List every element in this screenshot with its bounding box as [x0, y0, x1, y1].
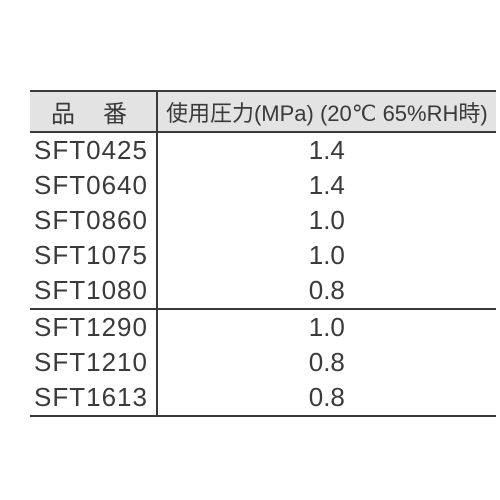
table-row: SFT0860 1.0 — [30, 203, 496, 238]
col-header-part: 品番 — [30, 91, 157, 132]
cell-part: SFT1075 — [30, 238, 157, 273]
table-row: SFT0640 1.4 — [30, 168, 496, 203]
table-row: SFT1080 0.8 — [30, 273, 496, 309]
cell-part: SFT1080 — [30, 273, 157, 309]
cell-part: SFT1210 — [30, 345, 157, 380]
cell-part: SFT0425 — [30, 132, 157, 168]
cell-part: SFT0860 — [30, 203, 157, 238]
table-row: SFT1210 0.8 — [30, 345, 496, 380]
pressure-table: 品番 使用圧力(MPa) (20℃ 65%RH時) SFT0425 1.4 SF… — [30, 90, 496, 417]
cell-pressure: 0.8 — [157, 345, 496, 380]
cell-part: SFT1290 — [30, 309, 157, 345]
cell-pressure: 1.0 — [157, 238, 496, 273]
cell-pressure: 1.4 — [157, 132, 496, 168]
cell-part: SFT0640 — [30, 168, 157, 203]
cell-pressure: 1.4 — [157, 168, 496, 203]
cell-pressure: 0.8 — [157, 380, 496, 416]
cell-part: SFT1613 — [30, 380, 157, 416]
cell-pressure: 1.0 — [157, 203, 496, 238]
cell-pressure: 0.8 — [157, 273, 496, 309]
table-header-row: 品番 使用圧力(MPa) (20℃ 65%RH時) — [30, 91, 496, 132]
table-row: SFT1075 1.0 — [30, 238, 496, 273]
table-wrapper: 品番 使用圧力(MPa) (20℃ 65%RH時) SFT0425 1.4 SF… — [0, 0, 500, 417]
col-header-pressure: 使用圧力(MPa) (20℃ 65%RH時) — [157, 91, 496, 132]
table-row: SFT1290 1.0 — [30, 309, 496, 345]
table-row: SFT1613 0.8 — [30, 380, 496, 416]
cell-pressure: 1.0 — [157, 309, 496, 345]
table-row: SFT0425 1.4 — [30, 132, 496, 168]
